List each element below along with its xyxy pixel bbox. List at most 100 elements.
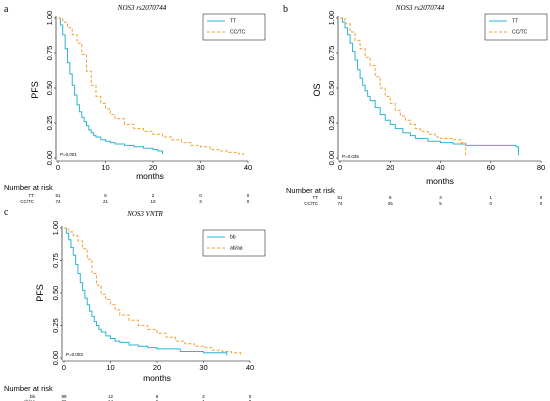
risk-count: 6 (104, 193, 107, 198)
legend-label: CC/TC (512, 29, 528, 35)
y-axis-label: PFS (35, 284, 45, 302)
series-line-1 (58, 17, 163, 154)
x-tick-label: 40 (244, 163, 252, 172)
legend-label: CC/TC (230, 29, 246, 35)
series-line-2 (64, 227, 242, 356)
series-line-2 (340, 17, 467, 156)
x-tick-label: 20 (149, 163, 157, 172)
y-tick-label: 0.00 (51, 351, 60, 366)
risk-count: 26 (61, 399, 67, 401)
x-tick-label: 30 (196, 163, 204, 172)
risk-count: 74 (55, 199, 61, 204)
legend: bb ab/aa (202, 229, 266, 257)
p-value: P=0.003 (66, 352, 83, 357)
risk-count: 21 (103, 199, 109, 204)
risk-count: 25 (388, 201, 394, 206)
x-axis-label: months (136, 171, 164, 181)
risk-count: 1 (489, 195, 492, 200)
y-tick-label: 0.25 (51, 318, 60, 333)
risk-table-title: Number at risk (4, 384, 53, 393)
y-tick-label: 0.75 (51, 253, 60, 268)
y-tick-label: 0.50 (45, 81, 54, 96)
series-line-2 (58, 17, 244, 156)
risk-count: 0 (540, 195, 543, 200)
y-tick-label: 0.75 (45, 46, 54, 61)
panel-b: b NOS3 rs2070744 0.00 0.25 0.50 0.75 1.00 0 20 40… (283, 4, 548, 206)
risk-table-title: Number at risk (4, 183, 53, 192)
legend-box (202, 13, 266, 41)
y-tick-label: 1.00 (45, 11, 54, 26)
y-axis-label: PFS (30, 81, 40, 99)
x-tick-label: 0 (338, 163, 342, 172)
risk-count: 74 (337, 201, 343, 206)
risk-count: 0 (249, 399, 252, 401)
x-tick-label: 60 (487, 163, 495, 172)
risk-count: 12 (108, 394, 114, 399)
risk-count: 2 (152, 193, 155, 198)
x-tick-label: 0 (62, 363, 66, 372)
risk-count: 0 (199, 193, 202, 198)
risk-count: 0 (247, 199, 250, 204)
legend: TT CC/TC (202, 13, 266, 41)
risk-row-label: CC/TC (304, 201, 318, 206)
y-tick-label: 0.75 (327, 46, 336, 61)
y-tick-label: 0.50 (327, 81, 336, 96)
x-tick-label: 10 (106, 363, 114, 372)
risk-count: 14 (108, 399, 114, 401)
panel-letter: c (4, 207, 9, 218)
risk-count: 6 (156, 394, 159, 399)
risk-count: 10 (150, 199, 156, 204)
y-tick-label: 0.25 (327, 116, 336, 131)
chart-title: NOS3 rs2070744 (117, 4, 167, 12)
legend-label: bb (230, 234, 236, 240)
chart-title: NOS3 rs2070744 (395, 4, 445, 12)
x-tick-label: 40 (436, 163, 444, 172)
risk-count: 2 (202, 394, 205, 399)
legend-label: TT (512, 18, 518, 24)
risk-count: 0 (249, 394, 252, 399)
risk-count: 5 (439, 201, 442, 206)
y-tick-label: 1.00 (51, 221, 60, 236)
y-tick-label: 0.25 (45, 116, 54, 131)
x-tick-label: 20 (153, 363, 161, 372)
x-axis-label: months (426, 176, 454, 186)
risk-count: 3 (439, 195, 442, 200)
p-value: P=0.001 (60, 152, 77, 157)
series-line-1 (64, 227, 228, 356)
y-tick-label: 0.50 (51, 286, 60, 301)
x-tick-label: 80 (537, 163, 545, 172)
risk-count: 0 (489, 201, 492, 206)
risk-row-label: TT (313, 195, 319, 200)
legend: TT CC/TC (484, 13, 548, 41)
risk-count: 3 (199, 199, 202, 204)
legend-box (484, 13, 548, 41)
legend-label: TT (230, 18, 236, 24)
y-tick-label: 1.00 (327, 11, 336, 26)
risk-count: 0 (247, 193, 250, 198)
risk-count: 8 (389, 195, 392, 200)
risk-table: Number at riskbb9912620ab/aa2614610 (4, 384, 252, 401)
risk-count: 99 (61, 394, 67, 399)
y-tick-label: 0.00 (327, 151, 336, 166)
x-axis-label: months (143, 373, 171, 383)
x-tick-label: 0 (56, 163, 60, 172)
risk-row-label: CC/TC (20, 199, 34, 204)
risk-count: 1 (202, 399, 205, 401)
chart-title: NOS3 VNTR (126, 210, 163, 218)
x-tick-label: 10 (101, 163, 109, 172)
risk-count: 51 (337, 195, 343, 200)
risk-count: 6 (156, 399, 159, 401)
p-value: P=0.035 (342, 154, 359, 159)
y-axis-label: OS (312, 83, 322, 96)
risk-table-title: Number at risk (286, 186, 335, 195)
panel-letter: b (283, 4, 288, 15)
legend-box (202, 229, 266, 257)
series-line-1 (340, 17, 519, 156)
panel-letter: a (4, 4, 9, 15)
risk-row-label: ab/aa (24, 399, 36, 401)
x-tick-label: 20 (386, 163, 394, 172)
